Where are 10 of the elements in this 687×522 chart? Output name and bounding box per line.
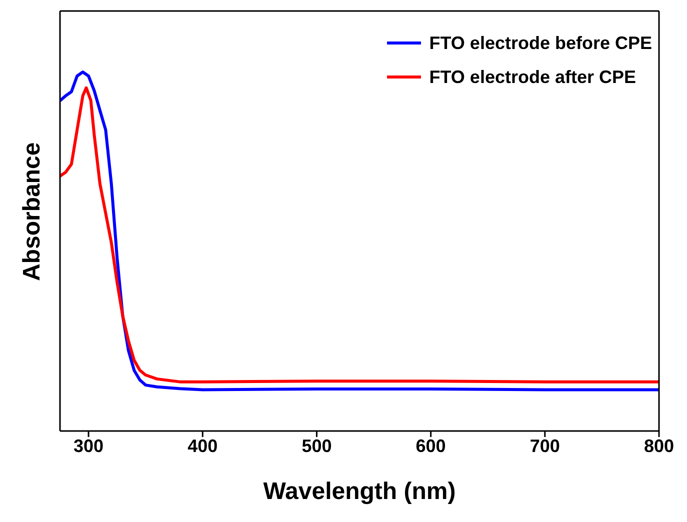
- x-tick-label: 400: [188, 436, 218, 456]
- x-tick-label: 600: [416, 436, 446, 456]
- x-tick-label: 500: [302, 436, 332, 456]
- x-tick-label: 300: [74, 436, 104, 456]
- legend-label: FTO electrode before CPE: [429, 32, 652, 55]
- y-axis-title: Absorbance: [18, 142, 46, 281]
- x-tick-label: 700: [530, 436, 560, 456]
- x-tick-label: 800: [644, 436, 674, 456]
- legend-label: FTO electrode after CPE: [429, 66, 636, 89]
- x-axis-title: Wavelength (nm): [263, 478, 456, 505]
